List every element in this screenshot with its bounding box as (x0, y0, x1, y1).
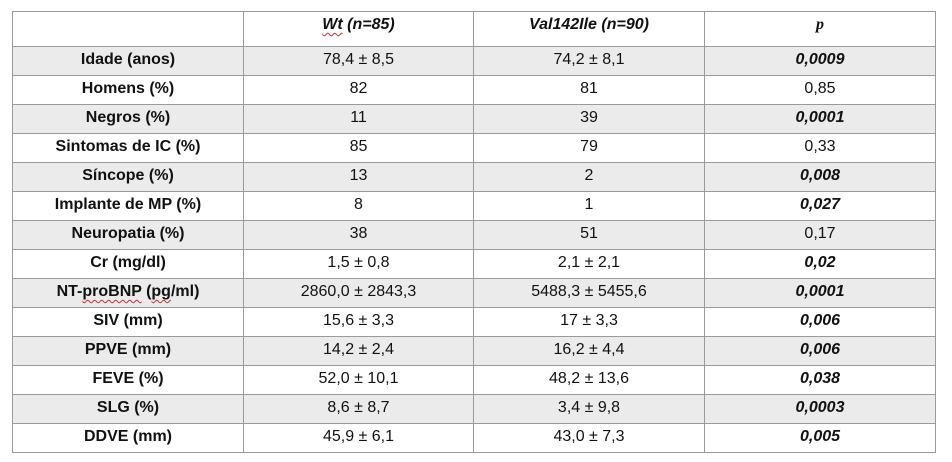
row-label: Homens (%) (12, 75, 244, 105)
p-value: 0,0003 (704, 394, 936, 424)
row-label-part: /ml) (170, 283, 200, 300)
p-value: 0,005 (704, 423, 936, 453)
table-row: Negros (%) 11 39 0,0001 (12, 104, 936, 134)
row-label: Cr (mg/dl) (12, 249, 244, 279)
table-row: Síncope (%) 13 2 0,008 (12, 162, 936, 192)
row-label: Implante de MP (%) (12, 191, 244, 221)
p-value: 0,0001 (704, 278, 936, 308)
wt-value: 14,2 ± 2,4 (243, 336, 474, 366)
wt-value: 85 (243, 133, 474, 163)
table-row: NT-proBNP (pg/ml) 2860,0 ± 2843,3 5488,3 ±… (12, 278, 936, 308)
val142ile-value: 16,2 ± 4,4 (473, 336, 705, 366)
row-label: NT-proBNP (pg/ml) (12, 278, 244, 308)
wt-value: 8,6 ± 8,7 (243, 394, 474, 424)
table-row: Implante de MP (%) 8 1 0,027 (12, 191, 936, 221)
header-row: Wt (n=85) Val142Ile (n=90) p (12, 11, 936, 47)
val142ile-value: 48,2 ± 13,6 (473, 365, 705, 395)
header-wt: Wt (n=85) (243, 11, 474, 47)
p-value: 0,027 (704, 191, 936, 221)
wt-value: 8 (243, 191, 474, 221)
p-value: 0,02 (704, 249, 936, 279)
wt-value: 78,4 ± 8,5 (243, 46, 474, 76)
wt-value: 1,5 ± 0,8 (243, 249, 474, 279)
p-value: 0,0001 (704, 104, 936, 134)
row-label: DDVE (mm) (12, 423, 244, 453)
table-row: Homens (%) 82 81 0,85 (12, 75, 936, 105)
p-value: 0,0009 (704, 46, 936, 76)
row-label-part: proBNP (82, 283, 142, 300)
table-row: Cr (mg/dl) 1,5 ± 0,8 2,1 ± 2,1 0,02 (12, 249, 936, 279)
p-value: 0,008 (704, 162, 936, 192)
wt-value: 52,0 ± 10,1 (243, 365, 474, 395)
wt-value: 2860,0 ± 2843,3 (243, 278, 474, 308)
p-value: 0,17 (704, 220, 936, 250)
row-label: Síncope (%) (12, 162, 244, 192)
val142ile-value: 79 (473, 133, 705, 163)
table-row: SIV (mm) 15,6 ± 3,3 17 ± 3,3 0,006 (12, 307, 936, 337)
wt-value: 38 (243, 220, 474, 250)
row-label: SIV (mm) (12, 307, 244, 337)
val142ile-value: 2 (473, 162, 705, 192)
val142ile-value: 43,0 ± 7,3 (473, 423, 705, 453)
row-label: SLG (%) (12, 394, 244, 424)
wt-value: 11 (243, 104, 474, 134)
comparison-table: Wt (n=85) Val142Ile (n=90) p Idade (anos… (12, 11, 936, 453)
p-value: 0,85 (704, 75, 936, 105)
table-row: Idade (anos) 78,4 ± 8,5 74,2 ± 8,1 0,0009 (12, 46, 936, 76)
val142ile-value: 1 (473, 191, 705, 221)
row-label: Neuropatia (%) (12, 220, 244, 250)
val142ile-value: 74,2 ± 8,1 (473, 46, 705, 76)
table-row: Sintomas de IC (%) 85 79 0,33 (12, 133, 936, 163)
table-row: DDVE (mm) 45,9 ± 6,1 43,0 ± 7,3 0,005 (12, 423, 936, 453)
wt-value: 13 (243, 162, 474, 192)
header-blank-cell (12, 11, 244, 47)
row-label: PPVE (mm) (12, 336, 244, 366)
wt-value: 45,9 ± 6,1 (243, 423, 474, 453)
p-value: 0,33 (704, 133, 936, 163)
row-label-part: NT- (56, 283, 83, 300)
row-label: Sintomas de IC (%) (12, 133, 244, 163)
wt-value: 15,6 ± 3,3 (243, 307, 474, 337)
row-label-part: ( (141, 283, 152, 300)
row-label-part: pg (151, 283, 171, 300)
table-row: PPVE (mm) 14,2 ± 2,4 16,2 ± 4,4 0,006 (12, 336, 936, 366)
table-row: FEVE (%) 52,0 ± 10,1 48,2 ± 13,6 0,038 (12, 365, 936, 395)
val142ile-value: 17 ± 3,3 (473, 307, 705, 337)
header-wt-name: Wt (322, 16, 343, 33)
val142ile-value: 2,1 ± 2,1 (473, 249, 705, 279)
p-value: 0,038 (704, 365, 936, 395)
header-p-value: p (704, 11, 936, 47)
val142ile-value: 39 (473, 104, 705, 134)
table-row: Neuropatia (%) 38 51 0,17 (12, 220, 936, 250)
val142ile-value: 3,4 ± 9,8 (473, 394, 705, 424)
wt-value: 82 (243, 75, 474, 105)
table-row: SLG (%) 8,6 ± 8,7 3,4 ± 9,8 0,0003 (12, 394, 936, 424)
p-value: 0,006 (704, 336, 936, 366)
row-label: Idade (anos) (12, 46, 244, 76)
row-label: FEVE (%) (12, 365, 244, 395)
header-val142ile: Val142Ile (n=90) (473, 11, 705, 47)
row-label: Negros (%) (12, 104, 244, 134)
header-wt-suffix: (n=85) (342, 16, 395, 33)
val142ile-value: 81 (473, 75, 705, 105)
p-value: 0,006 (704, 307, 936, 337)
table-body: Wt (n=85) Val142Ile (n=90) p Idade (anos… (12, 11, 936, 453)
val142ile-value: 5488,3 ± 5455,6 (473, 278, 705, 308)
val142ile-value: 51 (473, 220, 705, 250)
